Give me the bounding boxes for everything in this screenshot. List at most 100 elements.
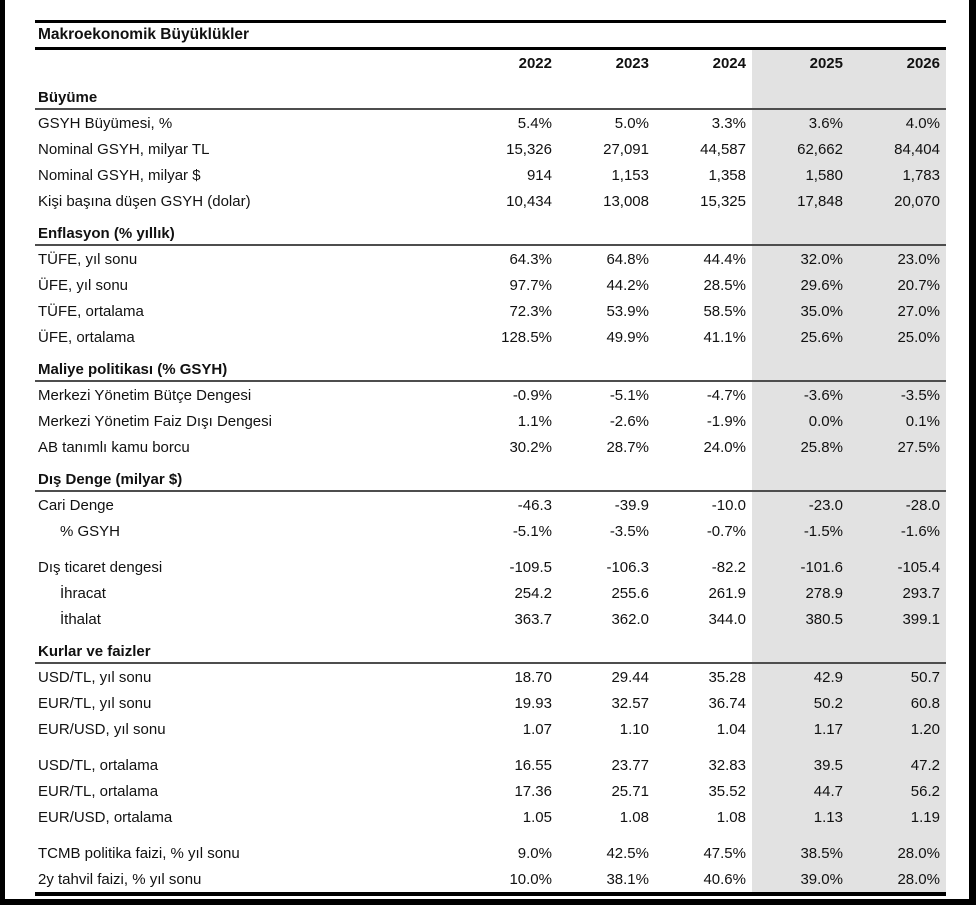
value-cell: 254.2 xyxy=(514,584,552,602)
value-cell: -0.7% xyxy=(706,522,746,540)
value-cell: -39.9 xyxy=(614,496,649,514)
value-cell: 38.1% xyxy=(606,870,649,888)
value-cell xyxy=(461,632,558,640)
table-title: Makroekonomik Büyüklükler xyxy=(38,26,250,43)
row-label: TCMB politika faizi, % yıl sonu xyxy=(38,844,240,862)
value-cell: 1.08 xyxy=(619,808,649,826)
value-cell: 36.74 xyxy=(708,694,746,712)
value-cell: 39.0% xyxy=(752,866,849,892)
value-cell xyxy=(461,544,558,554)
table-row: Kişi başına düşen GSYH (dolar) 10,434 13,0… xyxy=(35,188,946,214)
row-label: TÜFE, yıl sonu xyxy=(38,250,138,268)
value-cell xyxy=(461,222,558,244)
value-cell: -1.5% xyxy=(752,518,849,544)
value-cell: 25.6% xyxy=(752,324,849,350)
gap-row xyxy=(35,544,946,554)
value-cell: -3.6% xyxy=(752,382,849,408)
value-cell: 1,783 xyxy=(849,162,946,188)
value-cell xyxy=(849,86,946,108)
value-cell: 44.2% xyxy=(606,276,649,294)
value-cell xyxy=(655,86,752,108)
value-cell: 19.93 xyxy=(514,694,552,712)
value-cell: 344.0 xyxy=(708,610,746,628)
value-cell xyxy=(752,350,849,358)
spacer-row xyxy=(35,76,946,86)
row-label: Kişi başına düşen GSYH (dolar) xyxy=(38,192,251,210)
value-cell xyxy=(849,544,946,554)
value-cell: 23.77 xyxy=(611,756,649,774)
section-gap-row xyxy=(35,632,946,640)
value-cell: 5.0% xyxy=(614,114,649,132)
value-cell: -109.5 xyxy=(509,558,552,576)
value-cell xyxy=(461,460,558,468)
value-cell xyxy=(655,632,752,640)
value-cell: 84,404 xyxy=(849,136,946,162)
value-cell xyxy=(655,544,752,554)
table-body: 2022 2023 2024 2025 2026 Büyüme GSYH Büyümesi,… xyxy=(35,50,946,896)
value-cell xyxy=(461,76,558,86)
value-cell: 35.52 xyxy=(708,782,746,800)
value-cell: 35.0% xyxy=(752,298,849,324)
value-cell: 58.5% xyxy=(703,302,746,320)
row-label: Dış ticaret dengesi xyxy=(38,558,163,576)
value-cell: 50.2 xyxy=(752,690,849,716)
table-row: İhracat 254.2 255.6 261.9 278.9 293.7 xyxy=(35,580,946,606)
table-row: 2y tahvil faizi, % yıl sonu 10.0% 38.1% 40.… xyxy=(35,866,946,892)
table-row: USD/TL, yıl sonu 18.70 29.44 35.28 42.9 50.7 xyxy=(35,664,946,690)
value-cell xyxy=(655,830,752,840)
value-cell: 35.28 xyxy=(708,668,746,686)
table-row: EUR/USD, ortalama 1.05 1.08 1.08 1.13 1.19 xyxy=(35,804,946,830)
year-header-cell: 2022 xyxy=(518,54,552,72)
value-cell: 1.08 xyxy=(716,808,746,826)
value-cell: 47.5% xyxy=(703,844,746,862)
table-row: TÜFE, yıl sonu 64.3% 64.8% 44.4% 32.0% 23.0% xyxy=(35,246,946,272)
row-label: % GSYH xyxy=(60,522,121,540)
value-cell: 29.6% xyxy=(752,272,849,298)
value-cell xyxy=(558,86,655,108)
row-label: ÜFE, ortalama xyxy=(38,328,135,346)
row-label: AB tanımlı kamu borcu xyxy=(38,438,190,456)
row-label: Nominal GSYH, milyar TL xyxy=(38,140,210,158)
value-cell xyxy=(558,468,655,490)
value-cell: 56.2 xyxy=(849,778,946,804)
value-cell: -4.7% xyxy=(706,386,746,404)
bottom-rule xyxy=(35,892,946,896)
value-cell: 1.1% xyxy=(517,412,552,430)
value-cell xyxy=(655,742,752,752)
value-cell: -106.3 xyxy=(606,558,649,576)
value-cell xyxy=(752,468,849,490)
value-cell: -28.0 xyxy=(849,492,946,518)
value-cell: -10.0 xyxy=(711,496,746,514)
value-cell: 64.8% xyxy=(606,250,649,268)
value-cell: 15,325 xyxy=(700,192,746,210)
row-label: GSYH Büyümesi, % xyxy=(38,114,173,132)
section-header-label: Maliye politikası (% GSYH) xyxy=(38,360,228,378)
gap-row xyxy=(35,742,946,752)
row-label: USD/TL, yıl sonu xyxy=(38,668,152,686)
value-cell xyxy=(558,830,655,840)
table-row: Merkezi Yönetim Faiz Dışı Dengesi 1.1% -2.… xyxy=(35,408,946,434)
value-cell: 39.5 xyxy=(752,752,849,778)
section-header-row: Maliye politikası (% GSYH) xyxy=(35,358,946,382)
value-cell: 0.1% xyxy=(849,408,946,434)
value-cell: 1,580 xyxy=(752,162,849,188)
gap-row xyxy=(35,830,946,840)
value-cell: 9.0% xyxy=(517,844,552,862)
value-cell: 15,326 xyxy=(506,140,552,158)
value-cell xyxy=(752,358,849,380)
gap-label xyxy=(35,830,461,840)
value-cell: 32.57 xyxy=(611,694,649,712)
value-cell: -105.4 xyxy=(849,554,946,580)
table-row: ÜFE, yıl sonu 97.7% 44.2% 28.5% 29.6% 20.7% xyxy=(35,272,946,298)
value-cell xyxy=(752,76,849,86)
value-cell: 27.5% xyxy=(849,434,946,460)
value-cell xyxy=(461,86,558,108)
section-header-label: Kurlar ve faizler xyxy=(38,642,151,660)
value-cell xyxy=(461,830,558,840)
value-cell xyxy=(849,830,946,840)
table-row: GSYH Büyümesi, % 5.4% 5.0% 3.3% 3.6% 4.0% xyxy=(35,110,946,136)
value-cell: 293.7 xyxy=(849,580,946,606)
value-cell xyxy=(461,358,558,380)
value-cell: -82.2 xyxy=(711,558,746,576)
